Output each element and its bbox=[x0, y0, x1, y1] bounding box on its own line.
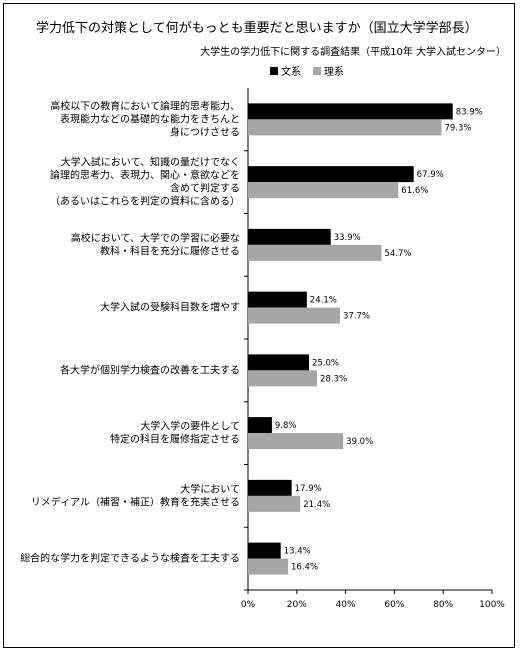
category-label: 高校において、大学での学習に必要な教科・科目を充分に履修させる bbox=[71, 231, 240, 257]
data-label: 39.0% bbox=[346, 437, 373, 447]
category-label-line: 大学入学の要件として bbox=[140, 420, 240, 433]
legend: 文系 理系 bbox=[270, 63, 344, 78]
data-label: 24.1% bbox=[310, 296, 337, 306]
category-label: 高校以下の教育において論理的思考能力、表現能力などの基礎的な能力をきちんと身につ… bbox=[50, 99, 240, 138]
category-label-line: 各大学が個別学力検査の改善を工夫する bbox=[60, 363, 240, 376]
category-label-line: （あるいはこれらを判定の資料に含める） bbox=[50, 195, 240, 208]
category-label-line: リメディアル（補習・補正）教育を充実させる bbox=[31, 495, 240, 508]
category-label: 大学入学の要件として特定の科目を履修指定させる bbox=[110, 420, 240, 446]
category-label-line: 身につけさせる bbox=[170, 125, 240, 138]
x-tick-label: 100% bbox=[479, 600, 505, 610]
category-label-line: 高校において、大学での学習に必要な bbox=[71, 231, 240, 244]
category-label-line: 教科・科目を充分に履修させる bbox=[100, 244, 240, 257]
data-label: 17.9% bbox=[295, 484, 322, 494]
bar-bunkei bbox=[248, 166, 414, 183]
category-label: 各大学が個別学力検査の改善を工夫する bbox=[60, 363, 240, 376]
bar-bunkei bbox=[248, 228, 331, 245]
category-label: 大学においてリメディアル（補習・補正）教育を充実させる bbox=[31, 482, 240, 508]
bar-rikei bbox=[248, 495, 301, 512]
bar-rikei bbox=[248, 370, 318, 387]
data-label: 61.6% bbox=[401, 186, 428, 196]
data-label: 33.9% bbox=[334, 233, 361, 243]
category-label-line: 表現能力などの基礎的な能力をきちんと bbox=[60, 112, 240, 125]
data-label: 54.7% bbox=[384, 249, 411, 259]
bar-bunkei bbox=[248, 354, 309, 371]
category-label: 総合的な学力を判定できるような検査を工夫する bbox=[20, 552, 240, 565]
chart-title: 学力低下の対策として何がもっとも重要だと思いますか（国立大学学部長） bbox=[36, 21, 478, 36]
chart-subtitle: 大学生の学力低下に関する調査結果（平成10年 大学入試センター） bbox=[200, 47, 506, 58]
category-label-line: 含めて判定する bbox=[170, 182, 240, 195]
x-tick-label: 20% bbox=[287, 600, 307, 610]
bar-rikei bbox=[248, 433, 344, 450]
category-label: 大学入試の受験科目数を増やす bbox=[100, 301, 240, 314]
bar-bunkei bbox=[248, 417, 272, 434]
legend-label-bunkei: 文系 bbox=[281, 67, 301, 78]
x-tick-label: 80% bbox=[433, 600, 453, 610]
bar-rikei bbox=[248, 182, 399, 199]
bar-rikei bbox=[248, 244, 382, 261]
data-label: 9.8% bbox=[275, 421, 297, 431]
bar-bunkei bbox=[248, 291, 307, 308]
bar-rikei bbox=[248, 307, 340, 324]
data-label: 16.4% bbox=[291, 563, 318, 573]
x-tick-label: 40% bbox=[336, 600, 356, 610]
category-label-line: 論理的思考力、表現力、関心・意欲などを bbox=[50, 169, 240, 182]
data-label: 37.7% bbox=[343, 312, 370, 322]
legend-swatch-rikei bbox=[313, 66, 321, 75]
bar-bunkei bbox=[248, 479, 292, 496]
data-label: 25.0% bbox=[312, 358, 339, 368]
data-label: 13.4% bbox=[284, 547, 311, 557]
category-label-line: 総合的な学力を判定できるような検査を工夫する bbox=[20, 552, 240, 565]
legend-swatch-bunkei bbox=[270, 66, 278, 75]
category-label-line: 特定の科目を履修指定させる bbox=[110, 433, 240, 446]
category-label-line: 大学入試において、知識の量だけでなく bbox=[61, 156, 240, 169]
x-tick-label: 60% bbox=[384, 600, 404, 610]
data-label: 28.3% bbox=[320, 374, 347, 384]
x-tick-label: 0% bbox=[241, 600, 256, 610]
bar-bunkei bbox=[248, 103, 453, 120]
data-label: 79.3% bbox=[444, 123, 471, 133]
bar-rikei bbox=[248, 119, 442, 136]
data-label: 21.4% bbox=[303, 500, 330, 510]
category-label: 大学入試において、知識の量だけでなく論理的思考力、表現力、関心・意欲などを含めて… bbox=[50, 156, 240, 208]
bar-rikei bbox=[248, 558, 289, 575]
category-label-line: 高校以下の教育において論理的思考能力、 bbox=[50, 99, 240, 112]
legend-label-rikei: 理系 bbox=[324, 67, 344, 78]
category-label-line: 大学入試の受験科目数を増やす bbox=[100, 301, 240, 314]
data-label: 83.9% bbox=[456, 107, 483, 117]
bar-bunkei bbox=[248, 542, 281, 559]
data-label: 67.9% bbox=[417, 170, 444, 180]
category-label-line: 大学において bbox=[180, 482, 240, 495]
